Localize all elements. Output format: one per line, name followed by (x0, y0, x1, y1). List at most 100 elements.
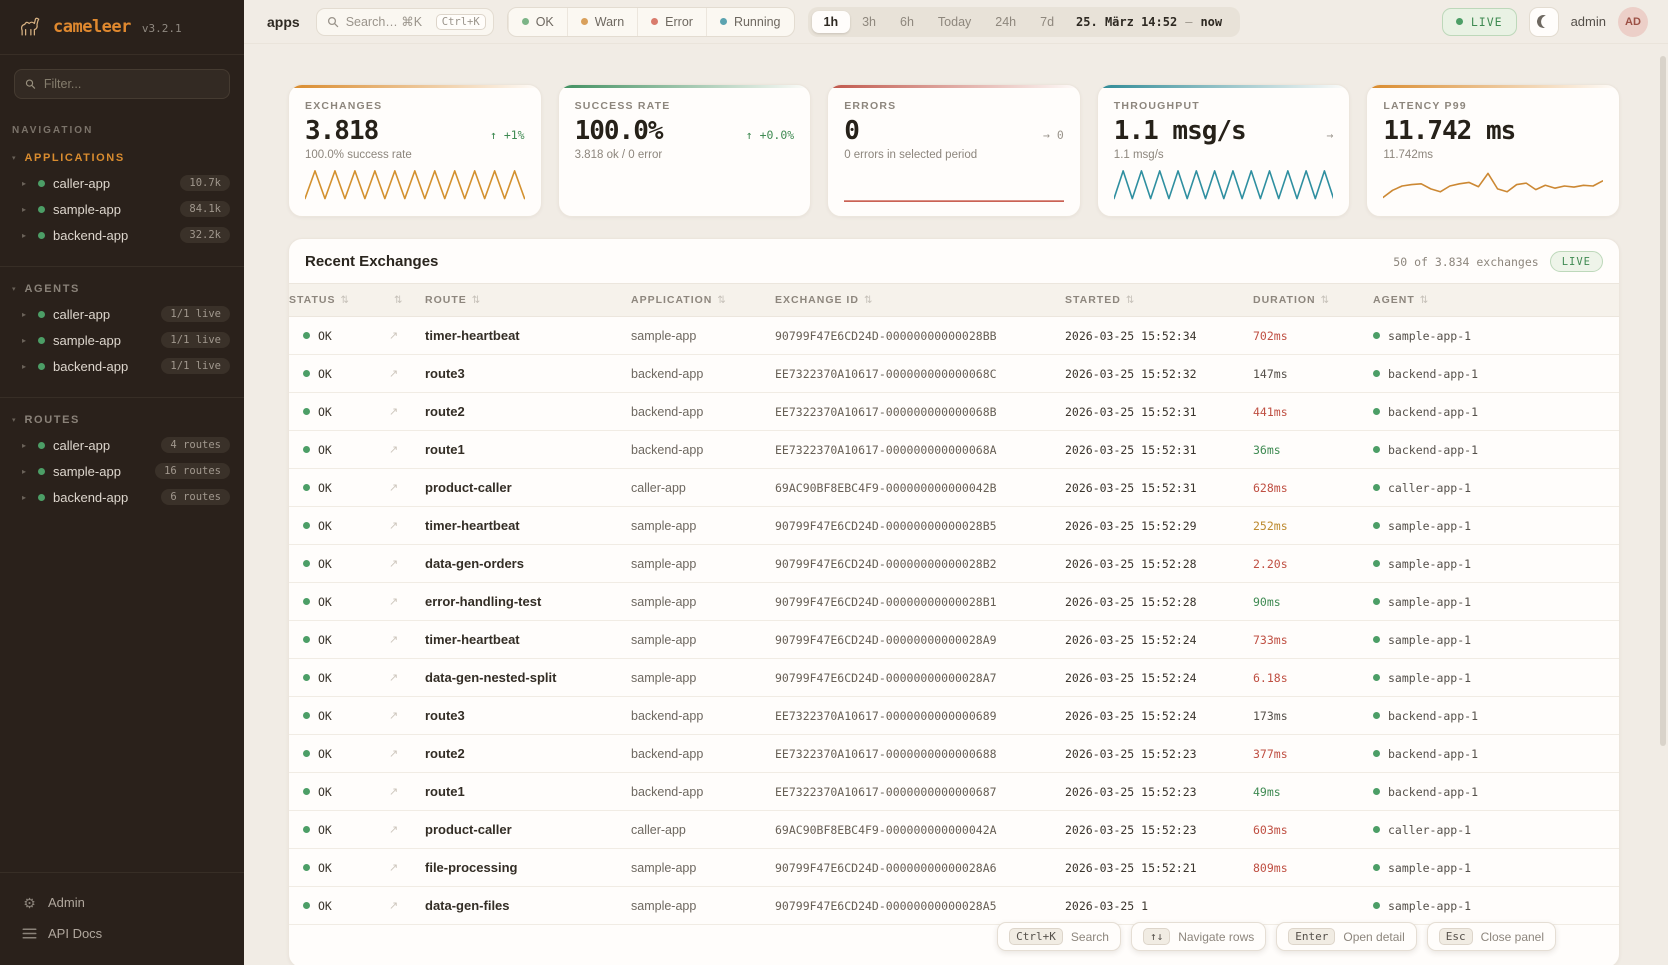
column-header[interactable]: ⇅ (389, 295, 425, 306)
live-label: LIVE (1470, 14, 1503, 29)
time-range-button[interactable]: Today (937, 14, 972, 29)
sidebar-section-applications: ▾ APPLICATIONS ▸ caller-app 10.7k ▸ samp… (0, 140, 244, 256)
started-cell: 2026-03-25 15:52:23 (1065, 746, 1197, 761)
column-header[interactable]: ROUTE ⇅ (425, 294, 631, 306)
chevron-down-icon: ▾ (12, 155, 16, 162)
column-header-label: AGENT (1373, 294, 1415, 306)
agent-name: backend-app-1 (1388, 784, 1479, 799)
status-filter-toggle[interactable]: Error (637, 7, 706, 36)
table-row[interactable]: OK ↗ data-gen-nested-split sample-app 90… (289, 659, 1619, 697)
sidebar-item-application[interactable]: ▸ caller-app 10.7k (0, 170, 244, 196)
open-detail-arrow-icon[interactable]: ↗ (389, 786, 399, 798)
table-row[interactable]: OK ↗ data-gen-orders sample-app 90799F47… (289, 545, 1619, 583)
open-detail-arrow-icon[interactable]: ↗ (389, 558, 399, 570)
sort-icon: ⇅ (1419, 294, 1430, 306)
application-cell: backend-app (631, 784, 704, 799)
open-detail-arrow-icon[interactable]: ↗ (389, 672, 399, 684)
open-detail-arrow-icon[interactable]: ↗ (389, 330, 399, 342)
column-header[interactable]: DURATION ⇅ (1253, 294, 1373, 306)
sidebar-item-api-docs[interactable]: API Docs (0, 918, 244, 949)
sidebar-item-route[interactable]: ▸ sample-app 16 routes (0, 458, 244, 484)
status-text: OK (318, 556, 332, 571)
agent-status-dot (1373, 712, 1380, 719)
card-accent-bar (1097, 85, 1350, 88)
page-scrollbar[interactable] (1660, 56, 1666, 746)
open-detail-arrow-icon[interactable]: ↗ (389, 862, 399, 874)
sidebar-item-route[interactable]: ▸ caller-app 4 routes (0, 432, 244, 458)
agent-cell: sample-app-1 (1373, 519, 1619, 533)
application-cell: sample-app (631, 328, 697, 343)
column-header[interactable]: STATUS ⇅ (289, 294, 389, 306)
table-row[interactable]: OK ↗ product-caller caller-app 69AC90BF8… (289, 811, 1619, 849)
table-row[interactable]: OK ↗ route1 backend-app EE7322370A10617-… (289, 431, 1619, 469)
status-filter-toggle[interactable]: Running (705, 7, 794, 36)
sidebar-item-application[interactable]: ▸ sample-app 84.1k (0, 196, 244, 222)
open-detail-arrow-icon[interactable]: ↗ (389, 824, 399, 836)
section-header-routes[interactable]: ▾ ROUTES (0, 406, 244, 432)
filter-field[interactable] (43, 77, 219, 91)
table-row[interactable]: OK ↗ product-caller caller-app 69AC90BF8… (289, 469, 1619, 507)
table-row[interactable]: OK ↗ route3 backend-app EE7322370A10617-… (289, 355, 1619, 393)
table-row[interactable]: OK ↗ error-handling-test sample-app 9079… (289, 583, 1619, 621)
table-row[interactable]: OK ↗ timer-heartbeat sample-app 90799F47… (289, 621, 1619, 659)
sidebar-item-agent[interactable]: ▸ sample-app 1/1 live (0, 327, 244, 353)
open-detail-arrow-icon[interactable]: ↗ (389, 444, 399, 456)
table-row[interactable]: OK ↗ data-gen-files sample-app 90799F47E… (289, 887, 1619, 925)
table-row[interactable]: OK ↗ timer-heartbeat sample-app 90799F47… (289, 507, 1619, 545)
camel-logo-icon (21, 17, 40, 36)
sidebar-item-agent[interactable]: ▸ backend-app 1/1 live (0, 353, 244, 379)
open-detail-arrow-icon[interactable]: ↗ (389, 900, 399, 912)
table-row[interactable]: OK ↗ route2 backend-app EE7322370A10617-… (289, 735, 1619, 773)
section-header-applications[interactable]: ▾ APPLICATIONS (0, 144, 244, 170)
sidebar-item-application[interactable]: ▸ backend-app 32.2k (0, 222, 244, 248)
agent-status-dot (1373, 636, 1380, 643)
sidebar-item-agent[interactable]: ▸ caller-app 1/1 live (0, 301, 244, 327)
status-filter-toggle[interactable]: OK (507, 7, 567, 36)
sidebar-item-route[interactable]: ▸ backend-app 6 routes (0, 484, 244, 510)
time-range-button[interactable]: 24h (995, 14, 1017, 29)
time-range-button[interactable]: 6h (900, 14, 914, 29)
item-live-badge: 1/1 live (161, 306, 230, 322)
open-detail-arrow-icon[interactable]: ↗ (389, 748, 399, 760)
column-header[interactable]: STARTED ⇅ (1065, 294, 1253, 306)
section-header-agents[interactable]: ▾ AGENTS (0, 275, 244, 301)
exchange-id-cell: 69AC90BF8EBC4F9-000000000000042B (775, 480, 997, 495)
sidebar-filter-input[interactable] (14, 69, 230, 99)
search-input[interactable]: Search… ⌘K Ctrl+K (315, 7, 494, 36)
open-detail-arrow-icon[interactable]: ↗ (389, 368, 399, 380)
avatar[interactable]: AD (1618, 6, 1648, 37)
time-range-button[interactable]: 3h (862, 14, 877, 29)
chevron-right-icon: ▸ (22, 178, 27, 188)
sidebar-item-admin[interactable]: ⚙ Admin (0, 887, 244, 918)
sparkline-chart (305, 168, 525, 204)
open-detail-arrow-icon[interactable]: ↗ (389, 520, 399, 532)
chevron-right-icon: ▸ (22, 440, 27, 450)
open-detail-arrow-icon[interactable]: ↗ (389, 596, 399, 608)
table-row[interactable]: OK ↗ route2 backend-app EE7322370A10617-… (289, 393, 1619, 431)
app-logo[interactable]: cameleer v3.2.1 (0, 0, 244, 55)
table-row[interactable]: OK ↗ timer-heartbeat sample-app 90799F47… (289, 317, 1619, 355)
theme-toggle-button[interactable] (1528, 6, 1559, 37)
duration-cell: 702ms (1253, 328, 1288, 343)
table-row[interactable]: OK ↗ route1 backend-app EE7322370A10617-… (289, 773, 1619, 811)
open-detail-arrow-icon[interactable]: ↗ (389, 634, 399, 646)
live-toggle[interactable]: LIVE (1441, 7, 1517, 36)
open-detail-arrow-icon[interactable]: ↗ (389, 406, 399, 418)
table-row[interactable]: OK ↗ file-processing sample-app 90799F47… (289, 849, 1619, 887)
status-cell: OK (289, 367, 389, 381)
column-header[interactable]: EXCHANGE ID ⇅ (775, 294, 1065, 306)
open-detail-arrow-icon[interactable]: ↗ (389, 710, 399, 722)
status-text: OK (318, 860, 332, 875)
status-filter-toggle[interactable]: Warn (566, 7, 637, 36)
open-detail-arrow-icon[interactable]: ↗ (389, 482, 399, 494)
table-row[interactable]: OK ↗ route3 backend-app EE7322370A10617-… (289, 697, 1619, 735)
column-header[interactable]: AGENT ⇅ (1373, 294, 1619, 306)
time-range-display[interactable]: 25. März 14:52 — now (1066, 15, 1236, 29)
sort-icon: ⇅ (471, 294, 482, 306)
time-range-button[interactable]: 7d (1040, 14, 1055, 29)
agent-status-dot (1373, 674, 1380, 681)
sort-icon: ⇅ (340, 294, 350, 306)
time-range-button[interactable]: 1h (811, 10, 851, 33)
column-header[interactable]: APPLICATION ⇅ (631, 294, 775, 306)
stat-card-label: ERRORS (844, 100, 897, 112)
